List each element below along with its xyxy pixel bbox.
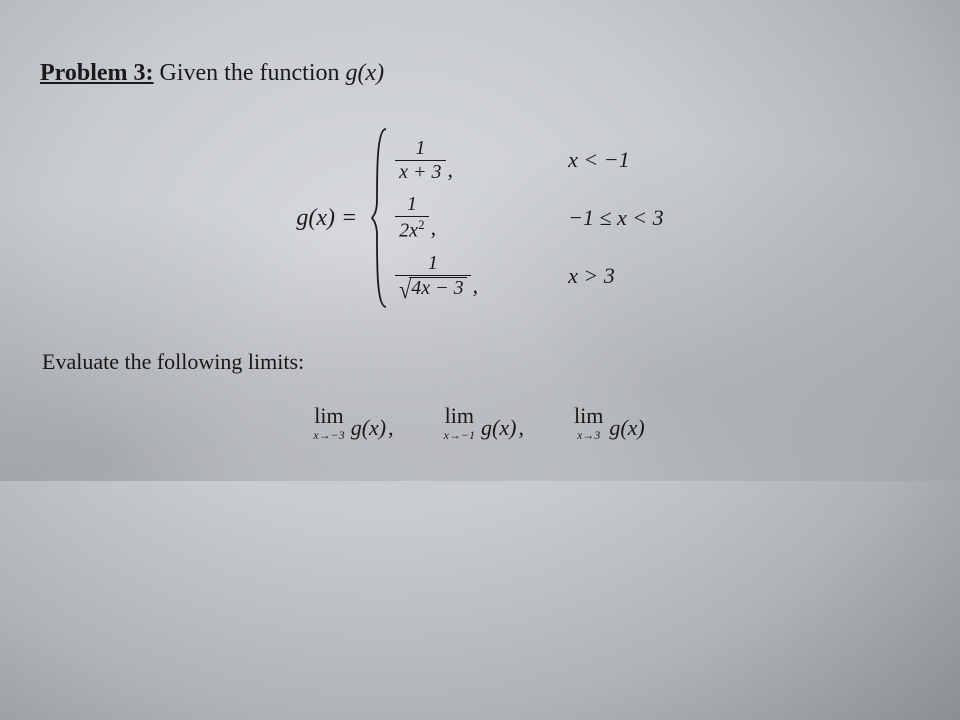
fraction-3-den: √ 4x − 3 bbox=[395, 277, 470, 300]
case-3-comma: , bbox=[473, 273, 479, 305]
evaluate-instruction: Evaluate the following limits: bbox=[42, 349, 920, 375]
case-2-comma: , bbox=[431, 215, 437, 247]
limit-1-expr: g(x) bbox=[351, 415, 386, 441]
fraction-2-num: 1 bbox=[403, 194, 421, 215]
case-1-comma: , bbox=[448, 157, 454, 189]
case-cond-3: x > 3 bbox=[568, 247, 664, 305]
fraction-1: 1 x + 3 bbox=[395, 138, 445, 183]
fraction-1-den: x + 3 bbox=[395, 162, 445, 183]
case-cond-2: −1 ≤ x < 3 bbox=[568, 189, 664, 247]
problem-label: Problem 3: bbox=[40, 60, 154, 86]
limit-2-approach: x→−1 bbox=[444, 429, 475, 441]
piecewise-expressions: 1 x + 3 , 1 2x2 , 1 bbox=[389, 127, 488, 309]
problem-function-name: g(x) bbox=[345, 60, 384, 86]
radical-icon: √ bbox=[399, 277, 411, 302]
limit-1-approach: x→−3 bbox=[313, 429, 344, 441]
limit-2-expr: g(x) bbox=[481, 415, 516, 441]
limit-1: lim x→−3 g(x), bbox=[313, 405, 393, 441]
limit-3-approach: x→3 bbox=[577, 429, 600, 441]
piecewise-definition: g(x) = 1 x + 3 , 1 bbox=[160, 127, 800, 309]
left-brace bbox=[371, 127, 389, 309]
limit-1-after: , bbox=[388, 415, 394, 441]
case-cond-1: x < −1 bbox=[568, 131, 664, 189]
problem-prompt-prefix: Given the function bbox=[154, 60, 346, 86]
limit-2-after: , bbox=[518, 415, 524, 441]
limit-3-expr: g(x) bbox=[609, 415, 644, 441]
case-expr-2: 1 2x2 , bbox=[395, 189, 478, 247]
piecewise-conditions: x < −1 −1 ≤ x < 3 x > 3 bbox=[488, 127, 664, 309]
sqrt-3: √ 4x − 3 bbox=[399, 277, 466, 299]
fraction-3-num: 1 bbox=[424, 253, 442, 274]
fraction-3: 1 √ 4x − 3 bbox=[395, 253, 470, 300]
limit-3-lim: lim bbox=[574, 405, 603, 427]
limit-2-lim: lim bbox=[445, 405, 474, 427]
problem-title: Problem 3: Given the function g(x) bbox=[40, 60, 920, 87]
limit-1-stack: lim x→−3 bbox=[313, 405, 344, 441]
limit-2: lim x→−1 g(x), bbox=[444, 405, 524, 441]
problem-page: Problem 3: Given the function g(x) g(x) … bbox=[0, 0, 960, 481]
fraction-2-den: 2x2 bbox=[395, 218, 428, 242]
fraction-2-den-base: 2x bbox=[399, 220, 418, 242]
case-expr-3: 1 √ 4x − 3 , bbox=[395, 247, 478, 305]
case-expr-1: 1 x + 3 , bbox=[395, 131, 478, 189]
limit-3: lim x→3 g(x) bbox=[574, 405, 647, 441]
piecewise-lhs: g(x) = bbox=[296, 205, 371, 232]
limit-2-stack: lim x→−1 bbox=[444, 405, 475, 441]
fraction-1-num: 1 bbox=[411, 138, 429, 159]
limit-1-lim: lim bbox=[314, 405, 343, 427]
radicand-3: 4x − 3 bbox=[409, 277, 466, 299]
fraction-2-den-exp: 2 bbox=[418, 217, 425, 232]
fraction-2: 1 2x2 bbox=[395, 194, 428, 242]
piecewise-cases: 1 x + 3 , 1 2x2 , 1 bbox=[389, 127, 663, 309]
limits-row: lim x→−3 g(x), lim x→−1 g(x), lim x→3 g(… bbox=[40, 405, 920, 441]
limit-3-stack: lim x→3 bbox=[574, 405, 603, 441]
